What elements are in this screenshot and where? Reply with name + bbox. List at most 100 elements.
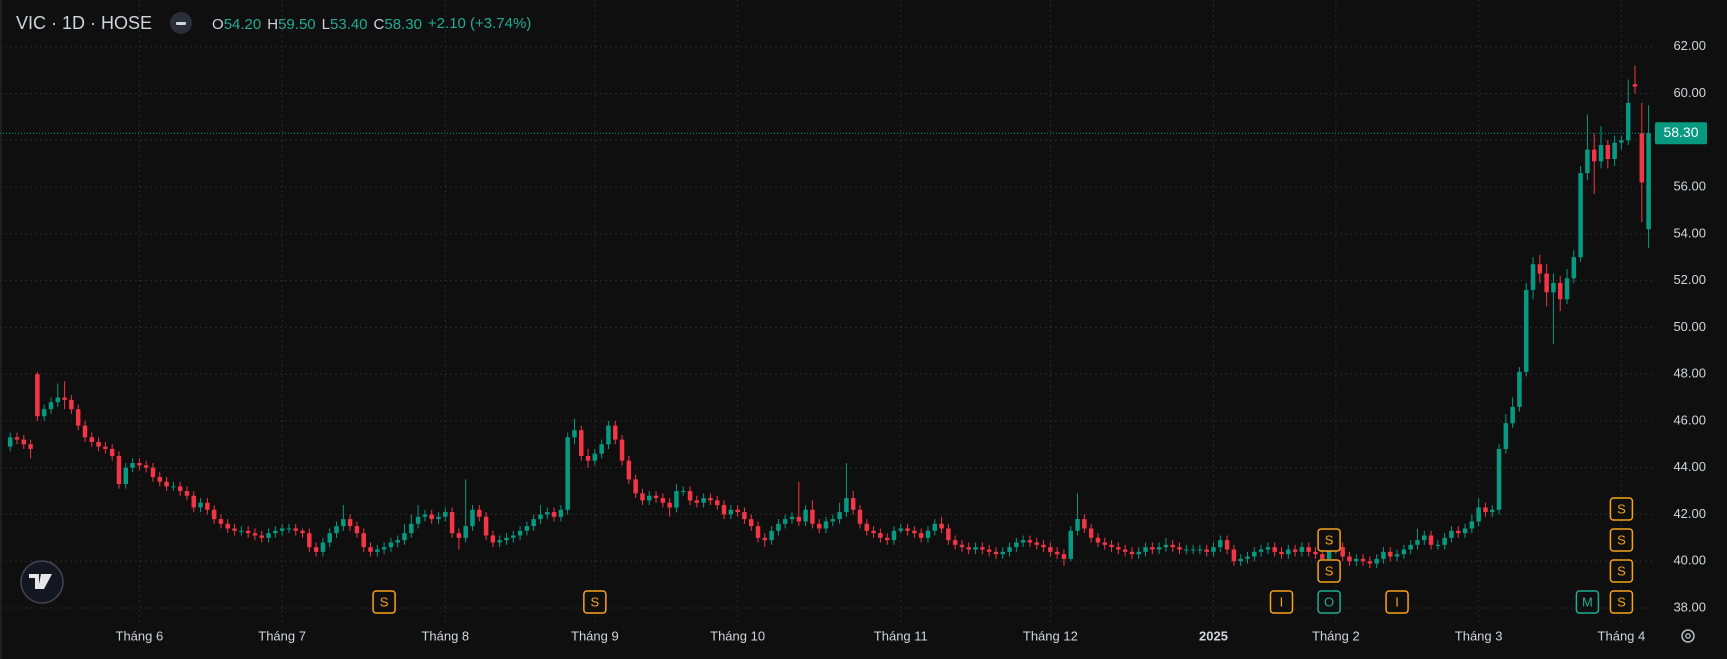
candle-body (1476, 507, 1481, 522)
candle-body (531, 519, 536, 527)
candle-body (687, 491, 693, 501)
candle-body (1048, 547, 1053, 552)
event-badge[interactable]: I (1269, 590, 1294, 614)
candle-body (1381, 551, 1386, 559)
candle-body (925, 530, 931, 538)
candle-body (1190, 549, 1196, 551)
candle-body (1184, 549, 1189, 551)
candle-body (1211, 547, 1216, 552)
event-badge[interactable]: S (1317, 528, 1341, 552)
candle-body (1598, 144, 1604, 162)
collapse-button[interactable] (170, 12, 193, 34)
candle-body (1571, 257, 1577, 279)
candle-body (477, 509, 482, 517)
candle-body (1088, 528, 1094, 538)
candle-body (41, 409, 47, 417)
candle-body (1143, 547, 1148, 552)
candle-body (463, 526, 468, 538)
event-badge[interactable]: S (1609, 528, 1634, 552)
candle-body (1252, 551, 1257, 557)
candle-body (1320, 554, 1325, 559)
event-label: S (1617, 501, 1626, 516)
event-badge[interactable]: S (372, 590, 396, 614)
candle-body (1286, 549, 1291, 555)
y-tick-label: 62.00 (1673, 38, 1706, 53)
candle-body (966, 547, 972, 550)
candle-body (1415, 540, 1420, 545)
candle-body (232, 528, 237, 531)
candle-body (1238, 558, 1243, 562)
candle-body (1007, 547, 1012, 552)
candle-body (613, 425, 618, 440)
candle-body (266, 533, 271, 538)
legend-key: H (267, 15, 279, 33)
event-label: O (1324, 594, 1334, 609)
candle-body (701, 498, 706, 503)
candle-body (48, 402, 54, 410)
event-label: I (1280, 594, 1284, 609)
legend-value: 54.20 (223, 15, 262, 33)
event-box (1609, 559, 1634, 583)
candle-body (415, 516, 421, 524)
event-badge[interactable]: S (1609, 559, 1634, 583)
candle-body (1014, 542, 1019, 548)
candle-body (1483, 507, 1488, 513)
candle-body (1197, 549, 1203, 551)
settings-icon[interactable] (1681, 629, 1695, 643)
event-badge[interactable]: I (1385, 590, 1409, 614)
candle-body (1639, 133, 1645, 183)
candle-body (1605, 144, 1611, 160)
candle-body (1034, 542, 1039, 545)
change: +2.10 (+3.74%) (427, 14, 532, 32)
candle-body (286, 528, 292, 530)
candle-body (75, 409, 81, 426)
candle-body (89, 437, 95, 442)
candle-body (850, 498, 856, 510)
event-badge[interactable]: S (583, 590, 607, 614)
x-tick-label: Tháng 3 (1455, 628, 1503, 643)
candle-body (1367, 561, 1373, 564)
candle-body (1170, 544, 1175, 548)
candle-body (640, 493, 645, 501)
event-badge[interactable]: S (1317, 559, 1341, 583)
candle-body (646, 495, 652, 501)
event-badge[interactable]: S (1609, 590, 1634, 614)
candle-body (293, 528, 298, 531)
candle-body (35, 374, 40, 417)
candle-body (422, 514, 428, 517)
candle-body (891, 530, 897, 541)
candle-body (1272, 547, 1277, 552)
candle-body (1020, 540, 1026, 543)
candle-body (755, 526, 761, 538)
candle-body (1591, 149, 1597, 162)
candle-body (1326, 549, 1332, 559)
candle-body (1231, 549, 1237, 562)
x-tick-label: Tháng 12 (1023, 628, 1078, 643)
candle-body (395, 540, 400, 543)
event-badge[interactable]: S (1609, 497, 1634, 521)
x-tick-label: Tháng 11 (874, 628, 928, 643)
event-box (583, 590, 607, 614)
candle-body (714, 500, 720, 506)
candle-body (259, 535, 264, 538)
candle-body (402, 533, 407, 541)
candle-body (1292, 549, 1298, 552)
candle-body (898, 528, 904, 531)
x-tick-label: Tháng 2 (1312, 628, 1360, 643)
candle-body (116, 455, 122, 485)
candle-body (157, 477, 163, 482)
event-badge[interactable]: M (1575, 590, 1600, 614)
candle-body (1456, 530, 1461, 534)
candle-body (1557, 282, 1563, 300)
y-tick-label: 44.00 (1673, 459, 1706, 474)
candle-body (565, 437, 570, 510)
candle-body (1646, 133, 1651, 230)
candle-body (1204, 549, 1209, 552)
candle-body (762, 537, 768, 541)
candle-body (653, 495, 659, 499)
candle-body (1340, 547, 1345, 557)
event-badge[interactable]: O (1317, 590, 1341, 614)
candle-body (1258, 549, 1264, 552)
candle-body (1265, 547, 1271, 550)
candle-body (1408, 544, 1413, 550)
